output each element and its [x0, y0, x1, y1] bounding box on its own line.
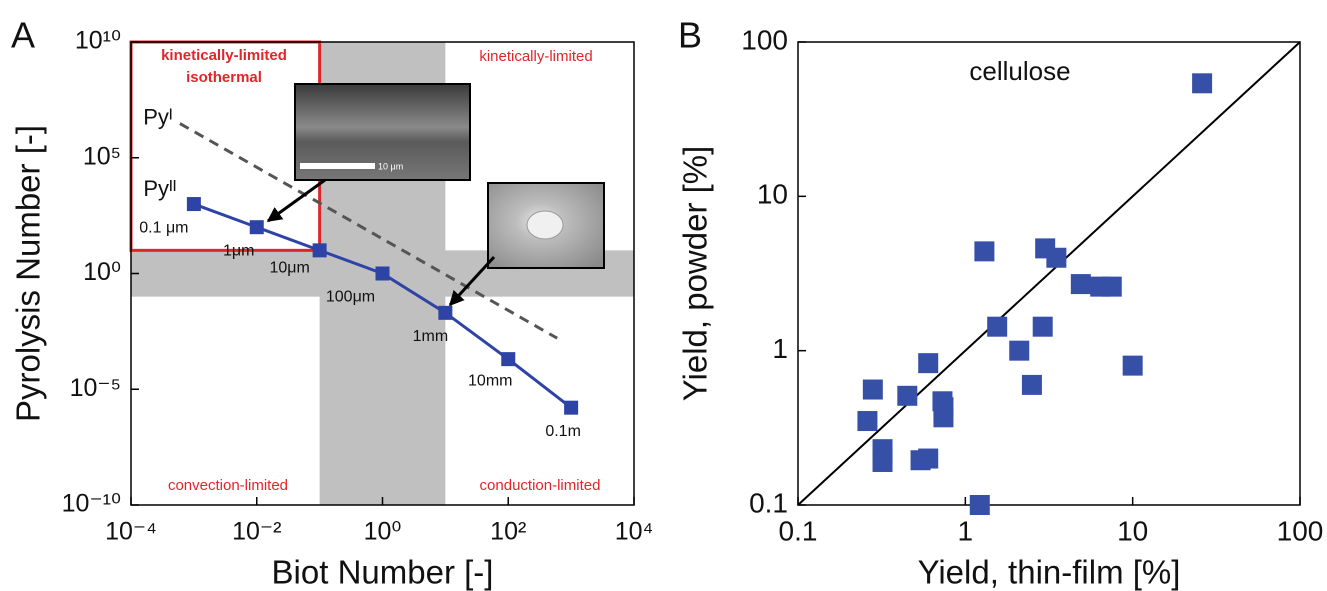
scale-bar: [300, 163, 375, 169]
y-tick-label: 10⁻¹⁰: [62, 490, 121, 518]
series-name: Pyᴵᴵ: [143, 176, 176, 201]
data-point: [933, 407, 954, 428]
x-tick-label: 10⁰: [364, 518, 402, 546]
x-tick-label: 0.1: [779, 515, 818, 546]
insets: 10 μm: [266, 83, 605, 307]
point-label: 0.1 μm: [139, 219, 188, 236]
data-point: [872, 451, 893, 472]
data-point: [312, 243, 327, 258]
data-point: [564, 400, 579, 415]
data-point: [987, 316, 1008, 337]
y-axis-label: Pyrolysis Number [-]: [10, 125, 47, 422]
data-point: [1046, 247, 1067, 268]
x-tick-label: 100: [1277, 515, 1324, 546]
particle: [526, 210, 564, 240]
point-label: 1μm: [223, 242, 254, 259]
point-label: 100μm: [326, 289, 375, 306]
annotation: cellulose: [969, 56, 1070, 86]
data-point: [969, 495, 990, 515]
y-tick-label: 1: [772, 333, 788, 364]
series-name: Pyᴵ: [143, 104, 172, 129]
x-tick-label: 10²: [490, 518, 526, 546]
plot-frame: [130, 41, 635, 506]
y-tick-label: 10: [757, 179, 788, 210]
data-point: [186, 197, 201, 212]
arrow: [448, 255, 496, 307]
data-point: [857, 411, 878, 432]
data-point: [1021, 374, 1042, 395]
data-point: [897, 385, 918, 406]
y-tick-label: 10⁻⁵: [70, 374, 121, 402]
data-point: [1032, 316, 1053, 337]
point-label: 1mm: [413, 328, 449, 345]
panel-label: A: [11, 15, 35, 56]
x-tick-label: 10: [1117, 515, 1148, 546]
data-point: [438, 305, 453, 320]
data-point: [375, 266, 390, 281]
point-label: 10μm: [269, 260, 309, 277]
data-point: [501, 352, 516, 367]
x-tick-label: 10⁻⁴: [105, 518, 157, 546]
x-tick-label: 10⁴: [615, 518, 654, 546]
region-label: kinetically-limited: [161, 47, 287, 64]
point-label: 10mm: [468, 372, 512, 389]
data-point: [249, 220, 264, 235]
plot-frame: [797, 41, 1301, 506]
data-point: [1009, 340, 1030, 361]
data-point: [1101, 276, 1122, 297]
region-label: isothermal: [186, 69, 262, 86]
scale-bar-label: 10 μm: [378, 161, 403, 171]
y-axis-label: Yield, powder [%]: [677, 146, 714, 402]
x-axis-label: Biot Number [-]: [272, 554, 494, 591]
point-label: 0.1m: [545, 423, 581, 440]
data-point: [1122, 355, 1143, 376]
series-line: [179, 122, 558, 340]
data-point: [918, 448, 939, 469]
data-point: [1192, 73, 1213, 94]
y-tick-label: 10⁵: [83, 142, 121, 170]
data-point: [918, 353, 939, 374]
x-tick-label: 10⁻²: [232, 518, 281, 546]
x-tick-label: 1: [958, 515, 974, 546]
region-label: kinetically-limited: [479, 48, 592, 65]
data-point: [862, 379, 883, 400]
data-point: [974, 241, 995, 262]
y-tick-label: 100: [741, 24, 788, 55]
identity-line: [797, 41, 1301, 506]
y-tick-label: 0.1: [749, 487, 788, 518]
arrow: [266, 178, 326, 223]
data-point: [1070, 274, 1091, 295]
y-tick-label: 10⁰: [83, 258, 121, 286]
x-axis-label: Yield, thin-film [%]: [918, 554, 1181, 591]
panel-b: 0.1 1 10 100 0.1 1 10 100 Yield, thin-film [%] Yi…: [677, 15, 1324, 591]
y-tick-label: 10¹⁰: [75, 27, 121, 55]
panel-label: B: [678, 15, 702, 56]
region-label: conduction-limited: [480, 477, 601, 494]
region-label: convection-limited: [168, 477, 288, 494]
